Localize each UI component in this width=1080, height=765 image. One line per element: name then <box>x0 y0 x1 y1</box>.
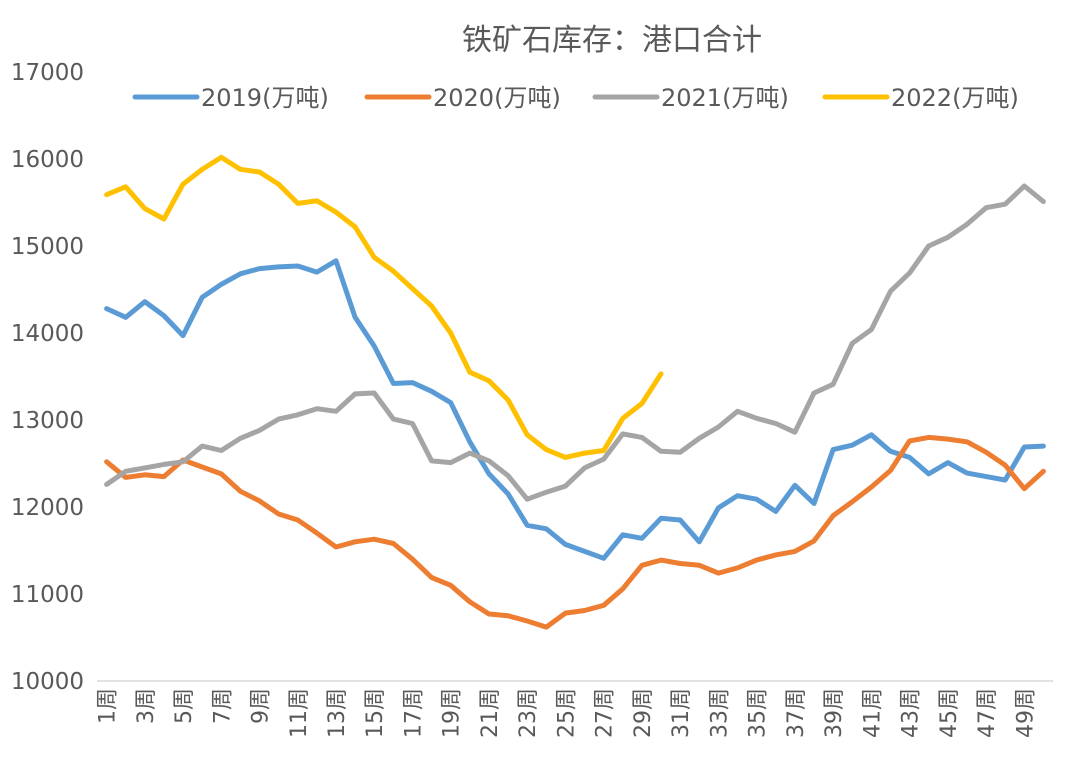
x-axis-tick-labels: 1周 3周 5周 7周 9周 11周 13周 15周 17周 19周 21周 23周 25周 27周 29周… <box>96 688 1039 738</box>
series-lines <box>104 154 1046 630</box>
x-tick-label: 49周 <box>1013 688 1038 738</box>
x-tick-label: 15周 <box>363 688 388 738</box>
x-tick-label: 33周 <box>707 688 732 738</box>
y-tick-label: 11000 <box>11 582 84 608</box>
series-line-4 <box>104 154 664 460</box>
x-tick-label: 1周 <box>96 688 121 724</box>
y-tick-label: 14000 <box>11 321 84 347</box>
x-tick-label: 45周 <box>937 688 962 738</box>
x-tick-label: 27周 <box>593 688 618 738</box>
x-tick-label: 37周 <box>784 688 809 738</box>
x-tick-label: 41周 <box>860 688 885 738</box>
y-tick-label: 17000 <box>11 60 84 86</box>
legend-label-4: 2022(万吨) <box>891 84 1019 112</box>
legend-label-3: 2021(万吨) <box>661 84 789 112</box>
x-tick-label: 21周 <box>478 688 503 738</box>
series-line-1 <box>104 258 1046 561</box>
x-tick-label: 11周 <box>287 688 312 738</box>
x-tick-label: 35周 <box>746 688 771 738</box>
series-line-3 <box>104 183 1046 502</box>
y-tick-label: 10000 <box>11 669 84 695</box>
y-axis-tick-labels: 10000 11000 12000 13000 14000 15000 16000 17000 <box>11 60 84 695</box>
x-tick-label: 17周 <box>401 688 426 738</box>
x-tick-label: 13周 <box>325 688 350 738</box>
x-tick-label: 31周 <box>669 688 694 738</box>
legend: 2019(万吨) 2020(万吨) 2021(万吨) 2022(万吨) <box>132 84 1019 112</box>
x-tick-label: 43周 <box>899 688 924 738</box>
x-tick-label: 5周 <box>172 688 197 724</box>
legend-label-2: 2020(万吨) <box>433 84 561 112</box>
y-tick-label: 13000 <box>11 408 84 434</box>
y-tick-label: 16000 <box>11 147 84 173</box>
y-tick-label: 12000 <box>11 495 84 521</box>
series-line-2 <box>104 434 1046 630</box>
y-tick-label: 15000 <box>11 234 84 260</box>
x-tick-label: 7周 <box>210 688 235 724</box>
chart-title: 铁矿石库存：港口合计 <box>462 23 762 58</box>
x-tick-label: 29周 <box>631 688 656 738</box>
x-tick-label: 19周 <box>440 688 465 738</box>
x-tick-label: 25周 <box>554 688 579 738</box>
x-tick-label: 47周 <box>975 688 1000 738</box>
x-tick-label: 39周 <box>822 688 847 738</box>
legend-label-1: 2019(万吨) <box>201 84 329 112</box>
x-tick-label: 3周 <box>134 688 159 724</box>
x-tick-label: 23周 <box>516 688 541 738</box>
x-tick-label: 9周 <box>249 688 274 724</box>
